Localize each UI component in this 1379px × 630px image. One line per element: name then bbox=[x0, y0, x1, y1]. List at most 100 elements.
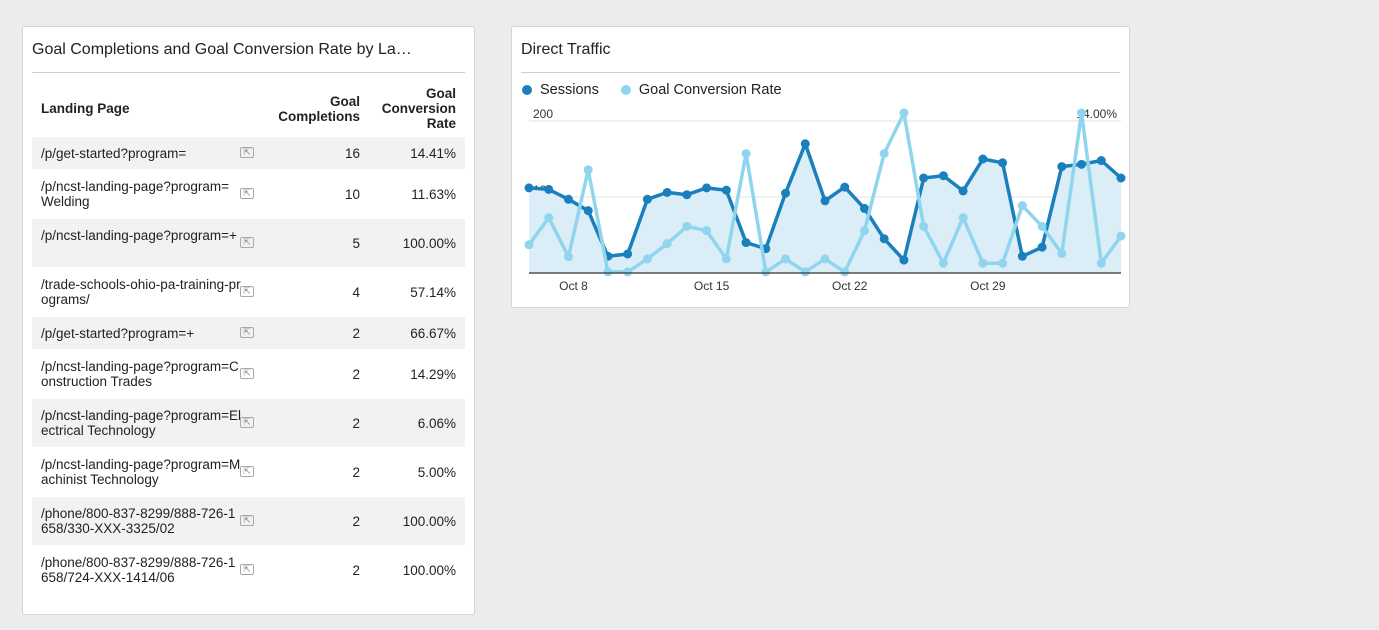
x-tick-label: Oct 22 bbox=[832, 279, 868, 293]
open-link-icon[interactable]: ⇱ bbox=[240, 416, 254, 428]
data-point-goal-conversion-rate bbox=[1037, 221, 1047, 231]
legend-swatch-icon bbox=[522, 85, 532, 95]
table-row[interactable]: /p/ncst-landing-page?program=Constructio… bbox=[32, 350, 465, 399]
data-point-sessions bbox=[682, 190, 692, 200]
open-link-icon[interactable]: ⇱ bbox=[240, 563, 254, 575]
legend-label: Sessions bbox=[540, 82, 599, 98]
goal-completions-cell: 2 bbox=[352, 415, 360, 431]
table-row[interactable]: /p/ncst-landing-page?program=Machinist T… bbox=[32, 448, 465, 497]
goal-completions-cell: 2 bbox=[352, 325, 360, 341]
data-point-goal-conversion-rate bbox=[820, 254, 830, 264]
data-point-sessions bbox=[563, 194, 573, 204]
legend-item-goal-conversion-rate[interactable]: Goal Conversion Rate bbox=[620, 82, 782, 98]
data-point-goal-conversion-rate bbox=[642, 254, 652, 264]
table-row[interactable]: /phone/800-837-8299/888-726-1658/330-XXX… bbox=[32, 497, 465, 546]
open-link-icon[interactable]: ⇱ bbox=[240, 236, 254, 248]
table-row[interactable]: /p/get-started?program= ⇱ 16 14.41% bbox=[32, 137, 465, 170]
table-row[interactable]: /p/ncst-landing-page?program=+ ⇱ 5 100.00% bbox=[32, 219, 465, 268]
data-point-sessions bbox=[998, 158, 1008, 168]
table-row[interactable]: /phone/800-837-8299/888-726-1658/724-XXX… bbox=[32, 546, 465, 595]
data-point-goal-conversion-rate bbox=[1096, 258, 1106, 268]
data-point-sessions bbox=[623, 249, 633, 259]
goal-completions-cell: 4 bbox=[352, 284, 360, 300]
goal-conversion-rate-cell: 100.00% bbox=[402, 513, 456, 529]
data-point-sessions bbox=[741, 238, 751, 248]
data-point-sessions bbox=[1096, 156, 1106, 166]
goal-conversion-rate-cell: 57.14% bbox=[410, 284, 456, 300]
widget-title[interactable]: Direct Traffic bbox=[521, 27, 1120, 73]
landing-page-link[interactable]: /p/get-started?program= bbox=[41, 146, 187, 161]
open-link-icon[interactable]: ⇱ bbox=[240, 465, 254, 477]
data-point-goal-conversion-rate bbox=[978, 258, 988, 268]
landing-page-link[interactable]: /p/ncst-landing-page?program=Machinist T… bbox=[41, 457, 241, 487]
data-point-goal-conversion-rate bbox=[761, 267, 771, 277]
data-point-sessions bbox=[1077, 159, 1087, 169]
data-point-goal-conversion-rate bbox=[1116, 231, 1126, 241]
header-line: Goal bbox=[425, 86, 456, 101]
goal-completions-cell: 5 bbox=[352, 235, 360, 251]
data-point-goal-conversion-rate bbox=[741, 149, 751, 159]
table-header: Landing Page Goal Completions Goal Conve… bbox=[32, 73, 465, 137]
y-left-tick-label: 200 bbox=[533, 107, 553, 121]
table-row[interactable]: /trade-schools-ohio-pa-training-programs… bbox=[32, 268, 465, 317]
widget-title[interactable]: Goal Completions and Goal Conversion Rat… bbox=[32, 27, 465, 73]
data-point-sessions bbox=[721, 185, 731, 195]
legend-item-sessions[interactable]: Sessions bbox=[522, 82, 599, 98]
goal-completions-cell: 2 bbox=[352, 464, 360, 480]
legend-swatch-icon bbox=[620, 85, 631, 95]
landing-page-link[interactable]: /p/ncst-landing-page?program=Welding bbox=[41, 179, 229, 209]
open-link-icon[interactable]: ⇱ bbox=[240, 367, 254, 379]
data-point-goal-conversion-rate bbox=[623, 267, 633, 277]
table-row[interactable]: /p/ncst-landing-page?program=Welding ⇱ 10 1… bbox=[32, 170, 465, 219]
goal-conversion-rate-cell: 5.00% bbox=[417, 464, 456, 480]
header-line: Goal bbox=[329, 94, 360, 109]
landing-page-link[interactable]: /phone/800-837-8299/888-726-1658/330-XXX… bbox=[41, 506, 236, 536]
data-point-sessions bbox=[879, 234, 889, 244]
data-point-sessions bbox=[1057, 162, 1067, 172]
open-link-icon[interactable]: ⇱ bbox=[240, 514, 254, 526]
header-line: Conversion bbox=[381, 101, 456, 116]
x-tick-label: Oct 15 bbox=[694, 279, 730, 293]
landing-page-link[interactable]: /p/get-started?program=+ bbox=[41, 326, 195, 341]
goal-completions-header[interactable]: Goal Completions bbox=[278, 94, 360, 124]
data-point-goal-conversion-rate bbox=[603, 267, 613, 277]
goal-conversion-rate-cell: 100.00% bbox=[402, 562, 456, 578]
data-point-sessions bbox=[958, 186, 968, 196]
data-point-goal-conversion-rate bbox=[1017, 201, 1027, 211]
data-point-sessions bbox=[642, 194, 652, 204]
landing-page-link[interactable]: /trade-schools-ohio-pa-training-programs… bbox=[41, 277, 241, 307]
x-tick-label: Oct 8 bbox=[559, 279, 588, 293]
open-link-icon[interactable]: ⇱ bbox=[240, 326, 254, 338]
table-row[interactable]: /p/ncst-landing-page?program=Electrical … bbox=[32, 399, 465, 448]
data-point-goal-conversion-rate bbox=[563, 252, 573, 262]
header-line: Completions bbox=[278, 109, 360, 124]
data-point-sessions bbox=[781, 188, 791, 198]
goal-completions-cell: 2 bbox=[352, 513, 360, 529]
open-link-icon[interactable]: ⇱ bbox=[240, 146, 254, 158]
data-point-sessions bbox=[859, 203, 869, 213]
landing-page-link[interactable]: /p/ncst-landing-page?program=Constructio… bbox=[41, 359, 239, 389]
open-link-icon[interactable]: ⇱ bbox=[240, 187, 254, 199]
data-point-goal-conversion-rate bbox=[800, 267, 810, 277]
landing-page-link[interactable]: /phone/800-837-8299/888-726-1658/724-XXX… bbox=[41, 555, 236, 585]
data-point-goal-conversion-rate bbox=[840, 267, 850, 277]
open-link-icon[interactable]: ⇱ bbox=[240, 285, 254, 297]
goal-completions-cell: 10 bbox=[344, 186, 360, 202]
data-point-goal-conversion-rate bbox=[919, 221, 929, 231]
data-point-sessions bbox=[978, 154, 988, 164]
landing-page-link[interactable]: /p/ncst-landing-page?program=+ bbox=[41, 228, 237, 243]
goal-conversion-rate-cell: 11.63% bbox=[411, 186, 456, 202]
data-point-goal-conversion-rate bbox=[998, 258, 1008, 268]
landing-page-header[interactable]: Landing Page bbox=[41, 101, 130, 116]
goal-completions-cell: 2 bbox=[352, 562, 360, 578]
data-point-goal-conversion-rate bbox=[524, 240, 534, 250]
table-row[interactable]: /p/get-started?program=+ ⇱ 2 66.67% bbox=[32, 317, 465, 350]
direct-traffic-widget: Direct Traffic Sessions Goal Conversion … bbox=[511, 26, 1130, 308]
data-point-goal-conversion-rate bbox=[544, 213, 554, 223]
table-body: /p/get-started?program= ⇱ 16 14.41% /p/ncst-… bbox=[32, 137, 465, 595]
data-point-sessions bbox=[583, 206, 593, 216]
data-point-sessions bbox=[919, 173, 929, 183]
landing-page-link[interactable]: /p/ncst-landing-page?program=Electrical … bbox=[41, 408, 241, 438]
data-point-sessions bbox=[662, 187, 672, 197]
goal-conversion-rate-header[interactable]: Goal Conversion Rate bbox=[382, 86, 456, 131]
